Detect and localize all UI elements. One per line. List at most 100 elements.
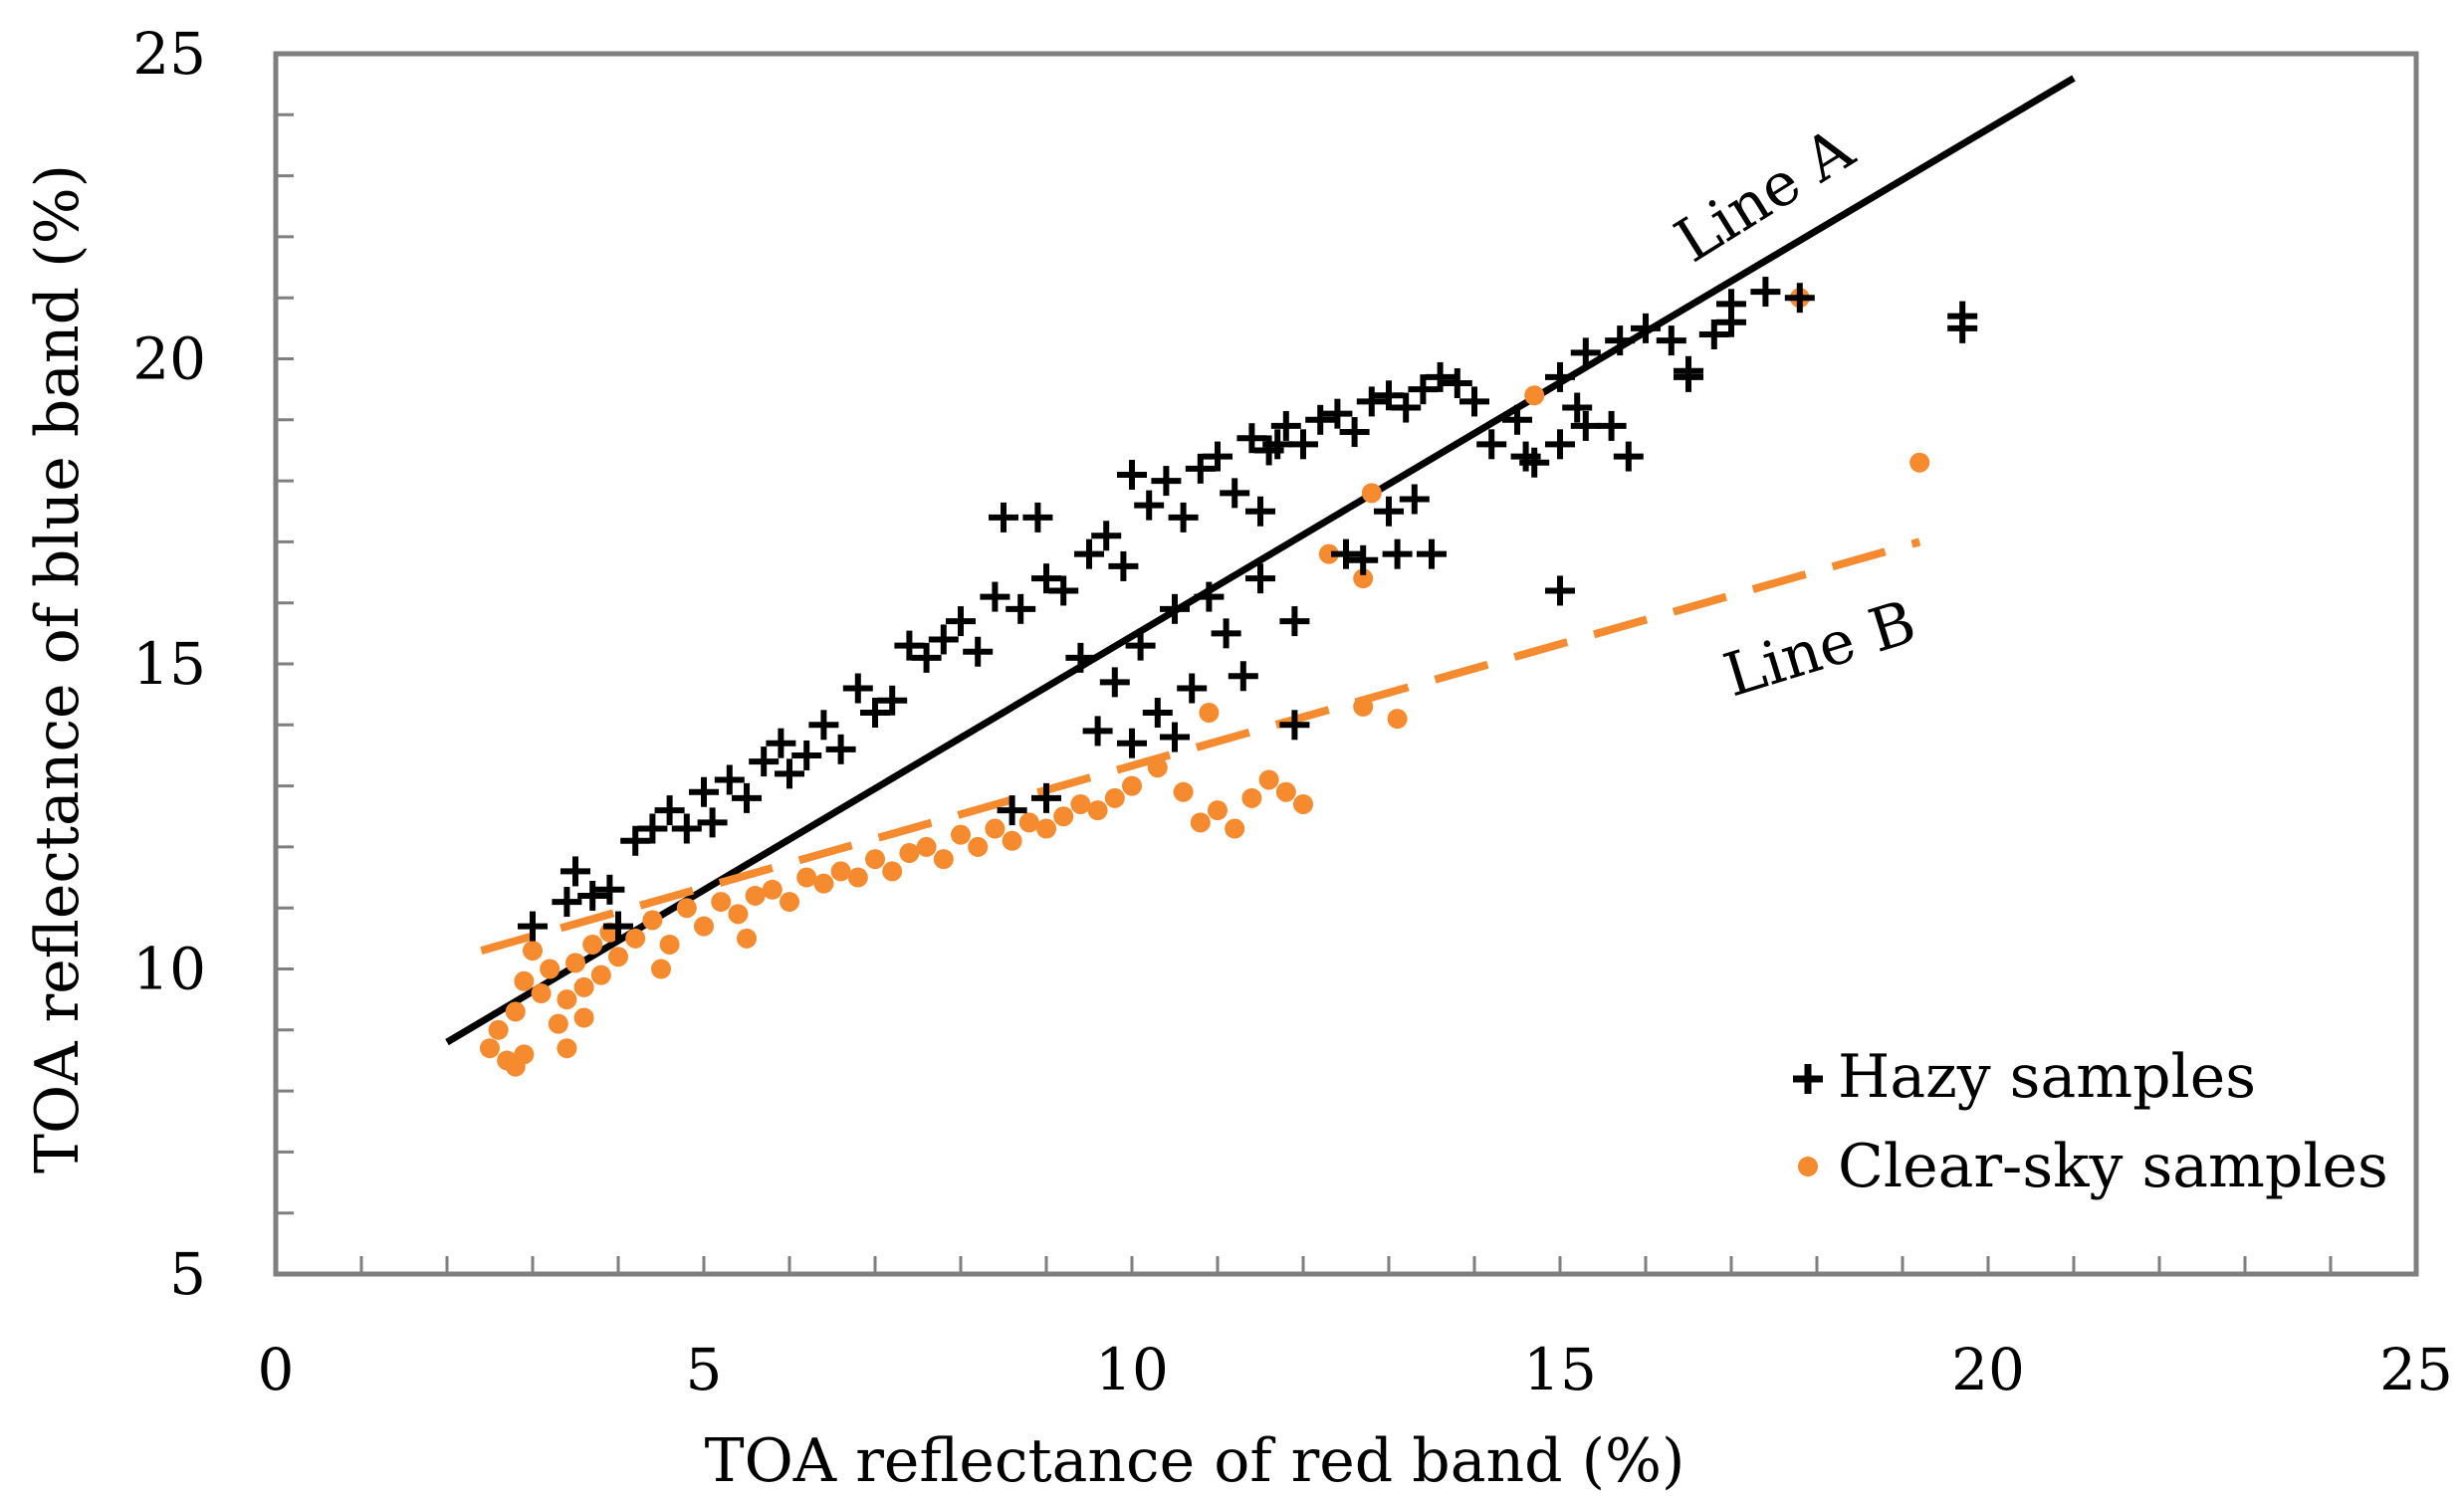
hazy-point — [637, 813, 668, 844]
clear-sky-point — [1018, 812, 1039, 833]
hazy-point — [1613, 441, 1644, 472]
clear-sky-point — [582, 934, 603, 955]
hazy-point — [1382, 538, 1413, 569]
clear-sky-point — [737, 928, 757, 949]
clear-sky-point — [1524, 385, 1545, 406]
hazy-point — [1211, 618, 1241, 649]
hazy-point — [1656, 325, 1686, 356]
clear-sky-point — [899, 843, 920, 864]
hazy-point — [1022, 502, 1053, 533]
x-axis-title: TOA reflectance of red band (%) — [705, 1426, 1685, 1496]
hazy-point — [1374, 496, 1404, 527]
hazy-point — [1716, 289, 1746, 320]
clear-sky-point — [608, 947, 628, 967]
y-tick-label: 20 — [132, 325, 206, 393]
clear-sky-point — [651, 959, 671, 979]
clear-sky-point — [565, 953, 585, 973]
y-tick-label: 5 — [169, 1240, 206, 1308]
clear-sky-point — [1318, 543, 1339, 564]
hazy-point — [775, 758, 804, 789]
line-b-label: Line B — [1716, 587, 1923, 711]
clear-sky-point — [480, 1038, 500, 1059]
hazy-point — [1134, 490, 1165, 521]
hazy-point — [1082, 716, 1113, 747]
hazy-point — [1545, 429, 1575, 460]
clear-sky-point — [1208, 800, 1228, 821]
hazy-point — [1117, 459, 1147, 490]
clear-sky-point — [1070, 793, 1091, 814]
legend-label-clear: Clear-sky samples — [1838, 1132, 2388, 1201]
hazy-point — [1570, 410, 1601, 441]
clear-sky-point — [1036, 818, 1056, 839]
hazy-point — [1476, 429, 1507, 460]
hazy-point — [766, 728, 796, 758]
clear-sky-point — [548, 1013, 568, 1034]
hazy-point — [654, 795, 685, 826]
y-tick-label: 25 — [132, 20, 206, 88]
clear-sky-point — [1104, 787, 1125, 808]
clear-sky-point — [1387, 709, 1408, 730]
legend: Hazy samples Clear-sky samples — [1793, 1042, 2388, 1201]
hazy-point — [1203, 441, 1232, 472]
hazy-point — [1245, 496, 1275, 527]
clear-sky-point — [488, 1019, 509, 1040]
hazy-point — [1442, 368, 1472, 399]
hazy-point — [1074, 538, 1104, 569]
hazy-point — [1425, 361, 1456, 392]
hazy-point — [620, 825, 651, 856]
x-tick-label: 20 — [1951, 1336, 2025, 1403]
clear-sky-point — [659, 934, 680, 955]
clear-sky-point — [1199, 703, 1220, 724]
clear-sky-point — [1225, 818, 1245, 839]
hazy-point — [732, 782, 762, 813]
hazy-point — [689, 776, 719, 807]
hazy-point — [1374, 380, 1404, 411]
line-labels: Line A Line B — [1664, 113, 1923, 711]
clear-sky-point — [557, 1038, 577, 1059]
hazy-point — [1519, 447, 1550, 478]
line-a-label: Line A — [1664, 113, 1867, 276]
hazy-point — [1545, 361, 1575, 392]
hazy-point — [1279, 710, 1310, 741]
hazy-point — [1245, 563, 1275, 594]
clear-sky-point — [762, 879, 783, 900]
hazy-point — [842, 673, 873, 704]
hazy-point — [1160, 593, 1190, 624]
clear-sky-point — [514, 1044, 535, 1065]
hazy-point — [989, 502, 1018, 533]
x-tick-label: 10 — [1095, 1336, 1169, 1403]
hazy-point — [1631, 313, 1661, 343]
hazy-point — [714, 764, 745, 795]
hazy-point — [1142, 698, 1173, 729]
clear-sky-point — [1353, 696, 1374, 717]
hazy-point — [518, 911, 548, 942]
hazy-point — [808, 710, 839, 741]
clear-sky-point — [1147, 757, 1168, 778]
hazy-point — [1151, 466, 1182, 497]
clear-sky-point — [505, 1001, 526, 1022]
legend-marker-hazy — [1793, 1064, 1823, 1094]
hazy-point — [1236, 423, 1267, 454]
hazy-point — [1674, 361, 1703, 392]
clear-sky-point — [1293, 793, 1313, 814]
hazy-point — [1185, 453, 1216, 484]
legend-marker-clear — [1798, 1157, 1818, 1176]
hazy-point — [1279, 606, 1310, 637]
hazy-point — [1502, 404, 1532, 435]
hazy-point — [980, 581, 1010, 612]
axis-ticks — [276, 112, 2333, 1274]
hazy-point — [603, 911, 633, 942]
hazy-point — [1177, 673, 1208, 704]
hazy-point — [1048, 575, 1079, 606]
clear-sky-point — [830, 861, 851, 882]
hazy-point — [1348, 544, 1379, 575]
clear-sky-point — [1353, 568, 1374, 589]
hazy-point — [1288, 429, 1318, 460]
hazy-point — [1108, 550, 1139, 581]
clear-sky-point — [1190, 812, 1211, 833]
clear-sky-point — [1275, 781, 1296, 802]
clear-sky-point — [796, 867, 817, 888]
clear-sky-point — [1241, 787, 1262, 808]
